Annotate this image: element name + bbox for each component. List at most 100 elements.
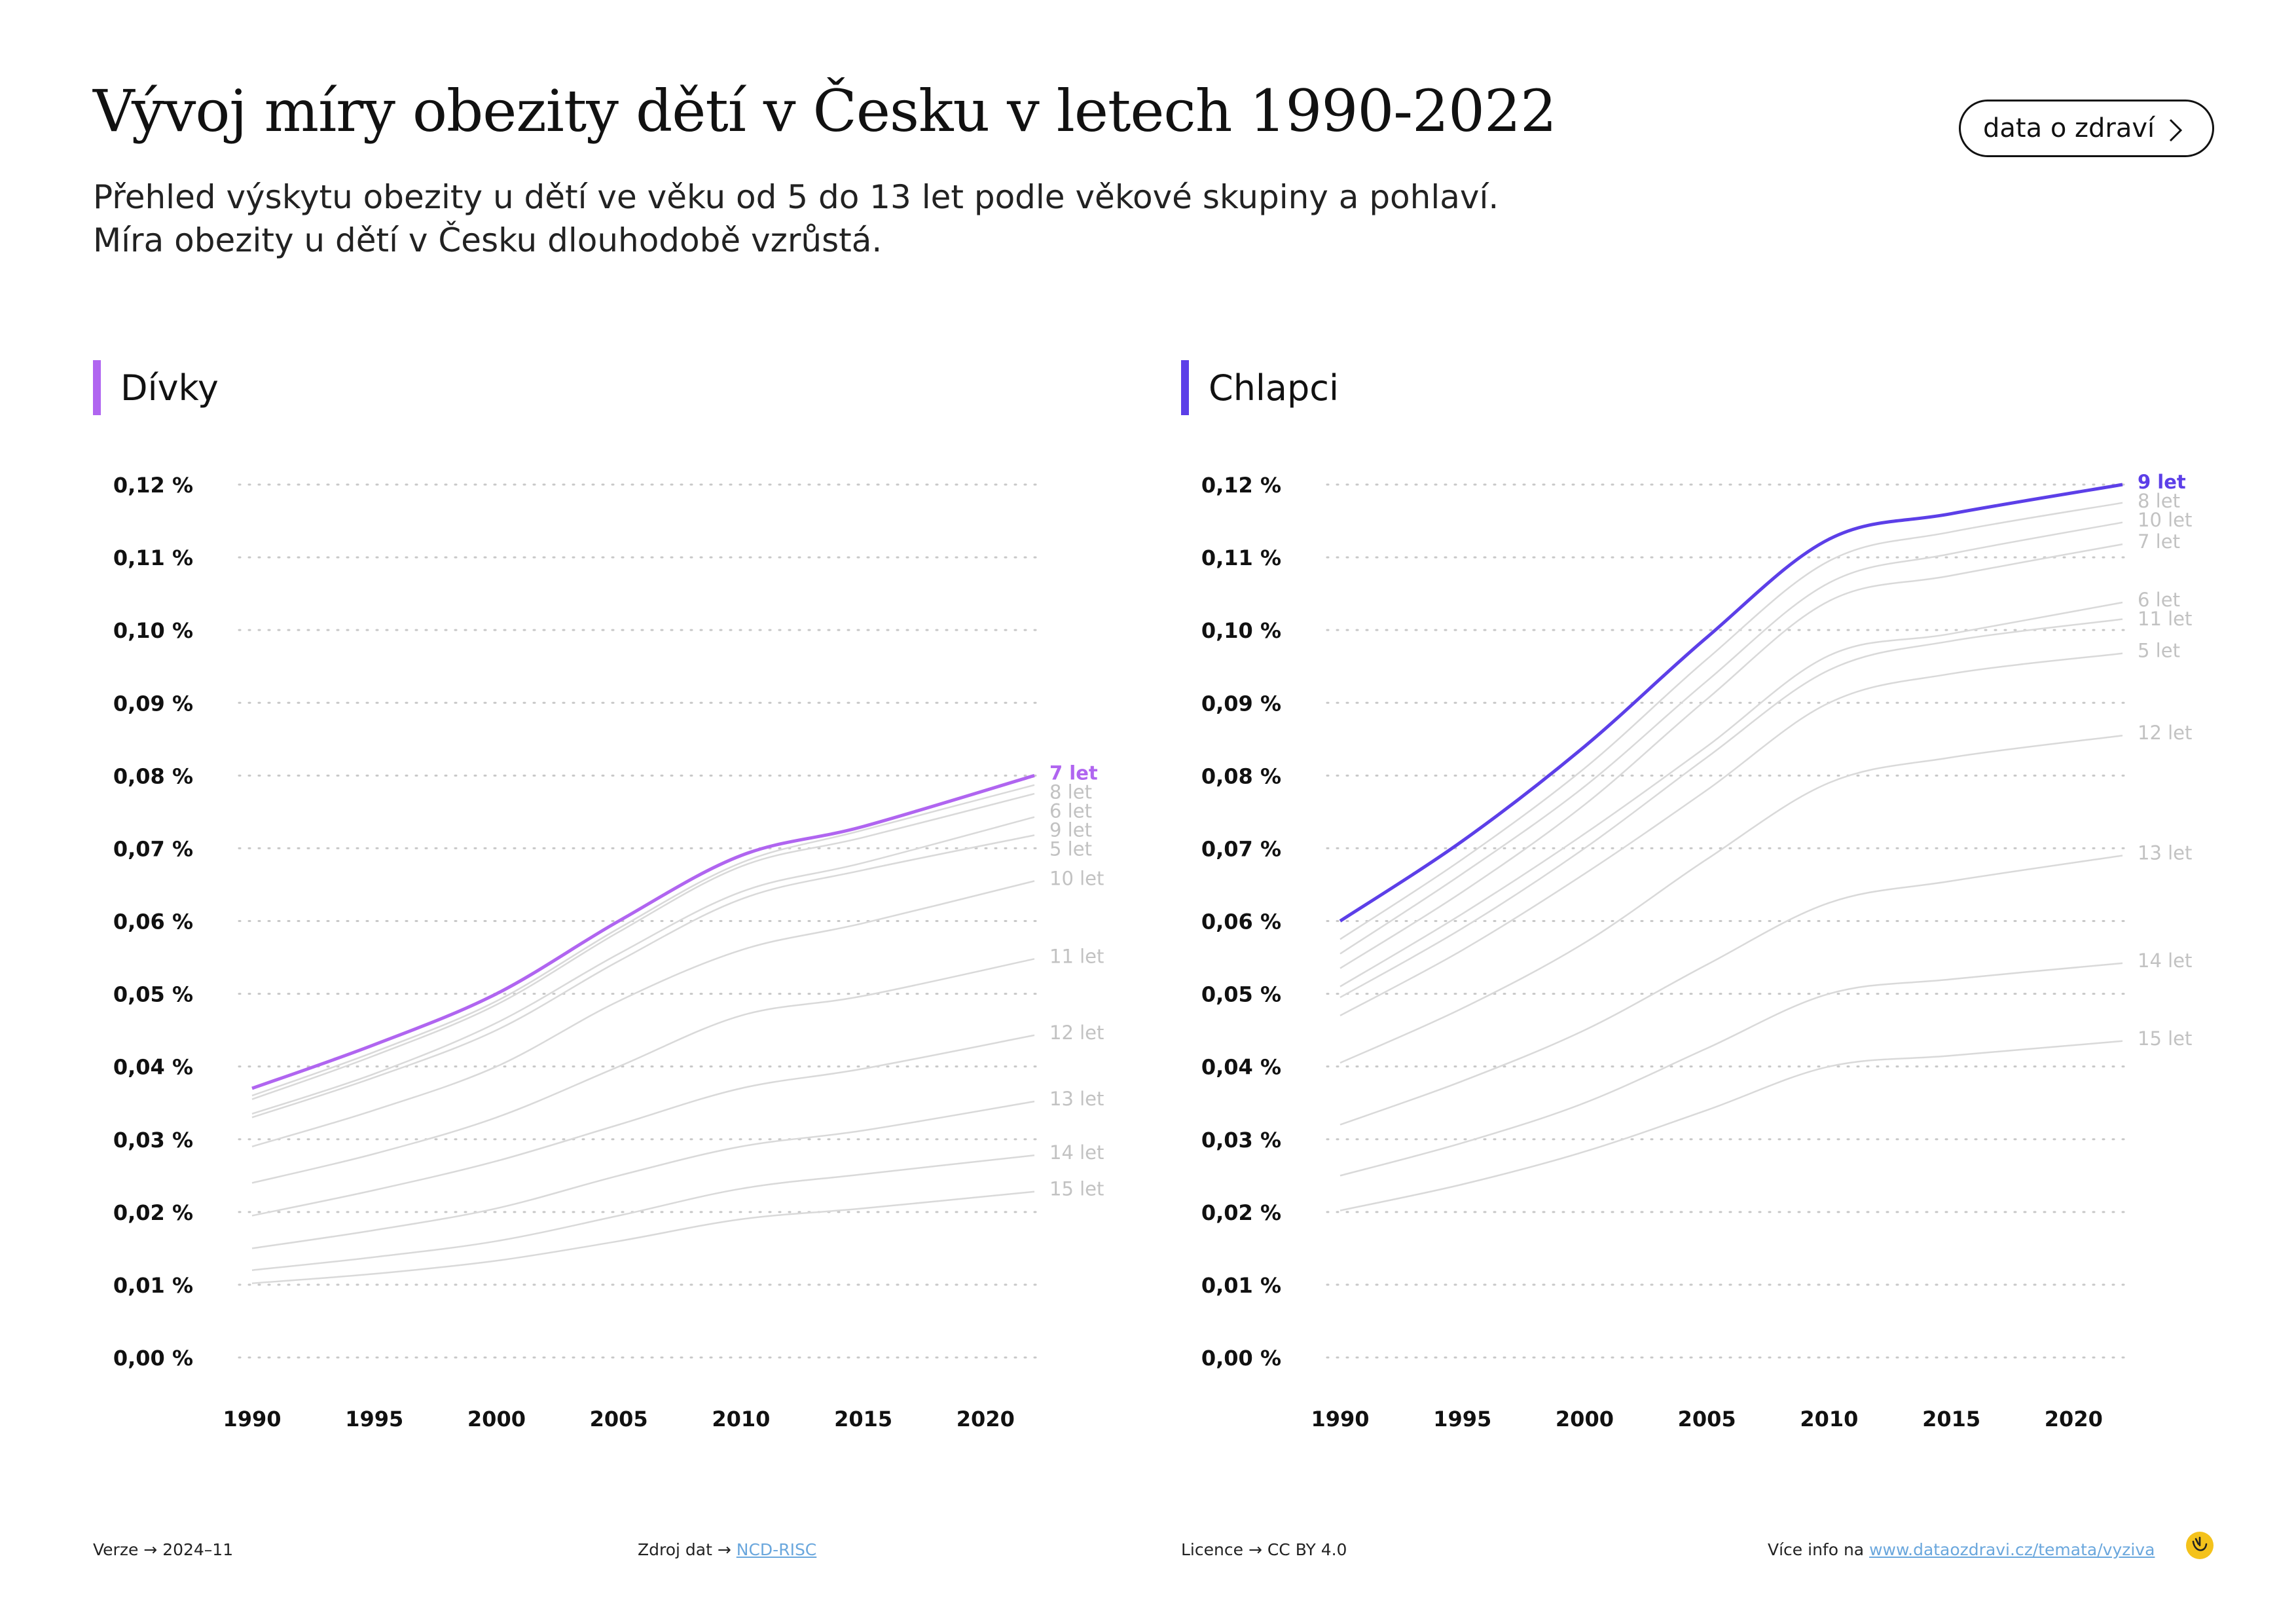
y-tick-label: 0,08 %	[113, 764, 193, 788]
series-line-girls	[251, 1100, 1035, 1249]
series-line-boys	[1339, 601, 2123, 987]
series-end-label: 6 let	[2138, 589, 2180, 611]
series-line-boys	[1339, 1040, 2123, 1211]
series-end-label: 5 let	[2138, 640, 2180, 662]
y-tick-label: 0,07 %	[113, 836, 193, 861]
series-end-label: 12 let	[1049, 1022, 1104, 1044]
y-tick-label: 0,11 %	[113, 545, 193, 570]
data-o-zdravi-button[interactable]: data o zdraví	[1959, 100, 2214, 157]
footer-info: Více info na www.dataozdravi.cz/temata/v…	[1768, 1540, 2155, 1559]
series-end-label: 11 let	[2138, 608, 2192, 630]
x-tick-label: 2010	[712, 1407, 770, 1431]
series-end-label: 12 let	[2138, 722, 2192, 744]
series-line-boys	[1339, 483, 2123, 923]
series-end-label: 7 let	[1049, 762, 1098, 784]
arrow-right-icon: →	[1248, 1540, 1262, 1559]
page-title: Vývoj míry obezity dětí v Česku v letech…	[93, 77, 1557, 145]
y-tick-label: 0,01 %	[113, 1273, 193, 1298]
x-tick-label: 2020	[2045, 1407, 2103, 1431]
arrow-right-icon: →	[143, 1540, 158, 1559]
series-end-label: 15 let	[2138, 1027, 2192, 1050]
x-tick-label: 2005	[1678, 1407, 1736, 1431]
footer-info-link[interactable]: www.dataozdravi.cz/temata/vyziva	[1869, 1540, 2155, 1559]
chevron-right-icon	[2169, 119, 2183, 142]
y-tick-label: 0,03 %	[113, 1128, 193, 1153]
series-end-label: 9 let	[1049, 819, 1092, 841]
y-tick-label: 0,01 %	[1201, 1273, 1281, 1298]
y-tick-label: 0,00 %	[1201, 1346, 1281, 1371]
y-tick-label: 0,02 %	[1201, 1200, 1281, 1225]
panel-marker-girls	[93, 360, 101, 415]
y-tick-label: 0,04 %	[113, 1055, 193, 1080]
series-end-label: 6 let	[1049, 800, 1092, 822]
series-line-girls	[251, 784, 1035, 1097]
footer-version-value: 2024–11	[162, 1540, 234, 1559]
x-tick-label: 2015	[1922, 1407, 1980, 1431]
y-tick-label: 0,05 %	[113, 982, 193, 1007]
footer-source-link[interactable]: NCD-RISC	[736, 1540, 817, 1559]
footer-version: Verze → 2024–11	[93, 1540, 233, 1559]
series-line-boys	[1339, 618, 2123, 999]
series-end-label: 7 let	[2138, 530, 2180, 553]
x-tick-label: 2005	[590, 1407, 648, 1431]
y-tick-label: 0,10 %	[1201, 618, 1281, 643]
series-line-girls	[251, 1190, 1035, 1284]
series-line-girls	[251, 792, 1035, 1100]
series-end-label: 10 let	[1049, 867, 1104, 889]
series-line-girls	[251, 1034, 1035, 1217]
series-line-girls	[251, 773, 1035, 1090]
series-end-label: 8 let	[1049, 781, 1092, 803]
series-line-girls	[251, 834, 1035, 1118]
series-end-label: 15 let	[1049, 1178, 1104, 1200]
footer-info-label: Více info na	[1768, 1540, 1865, 1559]
series-end-label: 13 let	[1049, 1088, 1104, 1110]
series-end-label: 14 let	[2138, 950, 2192, 972]
footer-source-label: Zdroj dat	[638, 1540, 712, 1559]
y-tick-label: 0,12 %	[1201, 473, 1281, 498]
y-tick-label: 0,09 %	[113, 691, 193, 716]
series-line-boys	[1339, 502, 2123, 940]
chart-boys: 0,00 % 0,01 % 0,02 % 0,03 % 0,04 % 0,05 % 0,06…	[1201, 471, 2193, 1431]
series-line-boys	[1339, 962, 2123, 1177]
series-end-label: 10 let	[2138, 509, 2192, 531]
panel-label-girls: Dívky	[120, 367, 219, 409]
y-tick-label: 0,07 %	[1201, 836, 1281, 861]
series-line-boys	[1339, 521, 2123, 955]
y-tick-label: 0,12 %	[113, 473, 193, 498]
x-tick-label: 1990	[1311, 1407, 1369, 1431]
series-line-girls	[251, 816, 1035, 1115]
footer-source: Zdroj dat → NCD-RISC	[638, 1540, 816, 1559]
series-line-boys	[1339, 855, 2123, 1126]
x-tick-label: 2020	[957, 1407, 1015, 1431]
x-tick-label: 1995	[345, 1407, 403, 1431]
dataozdravi-logo-icon	[2186, 1532, 2214, 1559]
series-end-label: 11 let	[1049, 945, 1104, 967]
panel-header-girls: Dívky	[93, 360, 219, 415]
series-end-label: 14 let	[1049, 1141, 1104, 1164]
x-tick-label: 2000	[1556, 1407, 1614, 1431]
y-tick-label: 0,06 %	[113, 910, 193, 934]
series-line-boys	[1339, 734, 2123, 1064]
series-line-girls	[251, 880, 1035, 1148]
series-end-label: 9 let	[2138, 471, 2186, 493]
panel-marker-boys	[1181, 360, 1189, 415]
footer-license: Licence → CC BY 4.0	[1181, 1540, 1347, 1559]
footer-version-label: Verze	[93, 1540, 139, 1559]
y-tick-label: 0,03 %	[1201, 1128, 1281, 1153]
panel-label-boys: Chlapci	[1209, 367, 1339, 409]
x-tick-label: 2000	[467, 1407, 526, 1431]
y-tick-label: 0,08 %	[1201, 764, 1281, 788]
subtitle-line-1: Přehled výskytu obezity u dětí ve věku o…	[93, 178, 1499, 216]
y-tick-label: 0,11 %	[1201, 545, 1281, 570]
y-tick-label: 0,02 %	[113, 1200, 193, 1225]
series-line-boys	[1339, 652, 2123, 1017]
y-tick-label: 0,00 %	[113, 1346, 193, 1371]
x-tick-label: 2015	[834, 1407, 892, 1431]
y-tick-label: 0,04 %	[1201, 1055, 1281, 1080]
y-tick-label: 0,10 %	[113, 618, 193, 643]
arrow-right-icon: →	[717, 1540, 731, 1559]
y-tick-label: 0,09 %	[1201, 691, 1281, 716]
footer-license-value: CC BY 4.0	[1267, 1540, 1347, 1559]
chart-girls: 0,00 % 0,01 % 0,02 % 0,03 % 0,04 % 0,05 % 0,06…	[113, 473, 1104, 1431]
subtitle-line-2: Míra obezity u dětí v Česku dlouhodobě v…	[93, 221, 883, 259]
